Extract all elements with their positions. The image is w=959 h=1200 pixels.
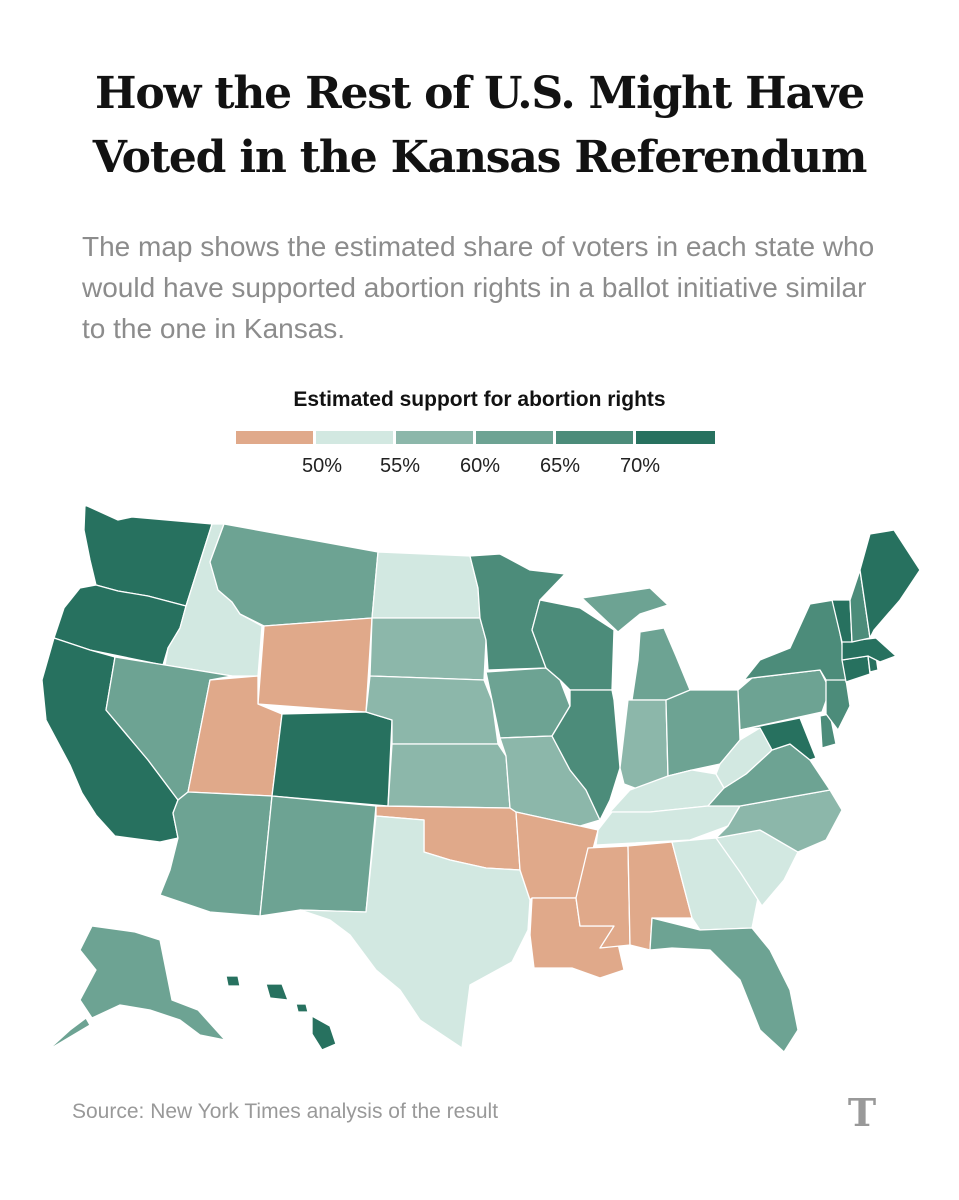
title-line-1: How the Rest of U.S. Might Have (94, 68, 865, 119)
state-IL[interactable] (551, 689, 621, 821)
state-WY[interactable] (257, 617, 373, 713)
state-HI[interactable] (225, 975, 337, 1051)
state-NJ[interactable] (825, 679, 851, 731)
state-AK[interactable] (47, 925, 226, 1051)
state-AZ[interactable] (159, 791, 273, 917)
legend-bin-2 (396, 431, 473, 444)
state-KS[interactable] (387, 743, 511, 809)
state-CO[interactable] (271, 711, 393, 807)
state-SD[interactable] (369, 617, 487, 681)
legend-bin-4 (556, 431, 633, 444)
legend-title: Estimated support for abortion rights (293, 388, 666, 411)
title-line-2: Voted in the Kansas Referendum (92, 132, 868, 183)
state-MA[interactable] (841, 637, 897, 663)
state-NM[interactable] (259, 795, 377, 917)
us-choropleth-map (41, 504, 921, 1053)
legend-tick-55: 55% (379, 455, 421, 477)
state-TX[interactable] (299, 815, 531, 1049)
legend-bin-5 (636, 431, 715, 444)
state-ND[interactable] (371, 551, 481, 619)
legend-tick-50: 50% (301, 455, 343, 477)
chart-title: How the Rest of U.S. Might Have Voted in … (0, 62, 959, 190)
chart-subtitle: The map shows the estimated share of vot… (82, 231, 875, 344)
legend-bin-1 (316, 431, 393, 444)
state-FL[interactable] (649, 917, 799, 1053)
legend-tick-70: 70% (619, 455, 661, 477)
legend-bin-0 (236, 431, 313, 444)
svg-text:T: T (848, 1090, 876, 1135)
nyt-logo-icon: T (836, 1087, 888, 1139)
state-ME[interactable] (859, 529, 921, 639)
legend-tick-60: 60% (459, 455, 501, 477)
legend-bin-3 (476, 431, 553, 444)
state-OR[interactable] (53, 584, 187, 666)
state-MD[interactable] (739, 717, 817, 761)
state-IN[interactable] (619, 699, 669, 791)
legend-tick-65: 65% (539, 455, 581, 477)
source-note: Source: New York Times analysis of the r… (72, 1100, 499, 1123)
